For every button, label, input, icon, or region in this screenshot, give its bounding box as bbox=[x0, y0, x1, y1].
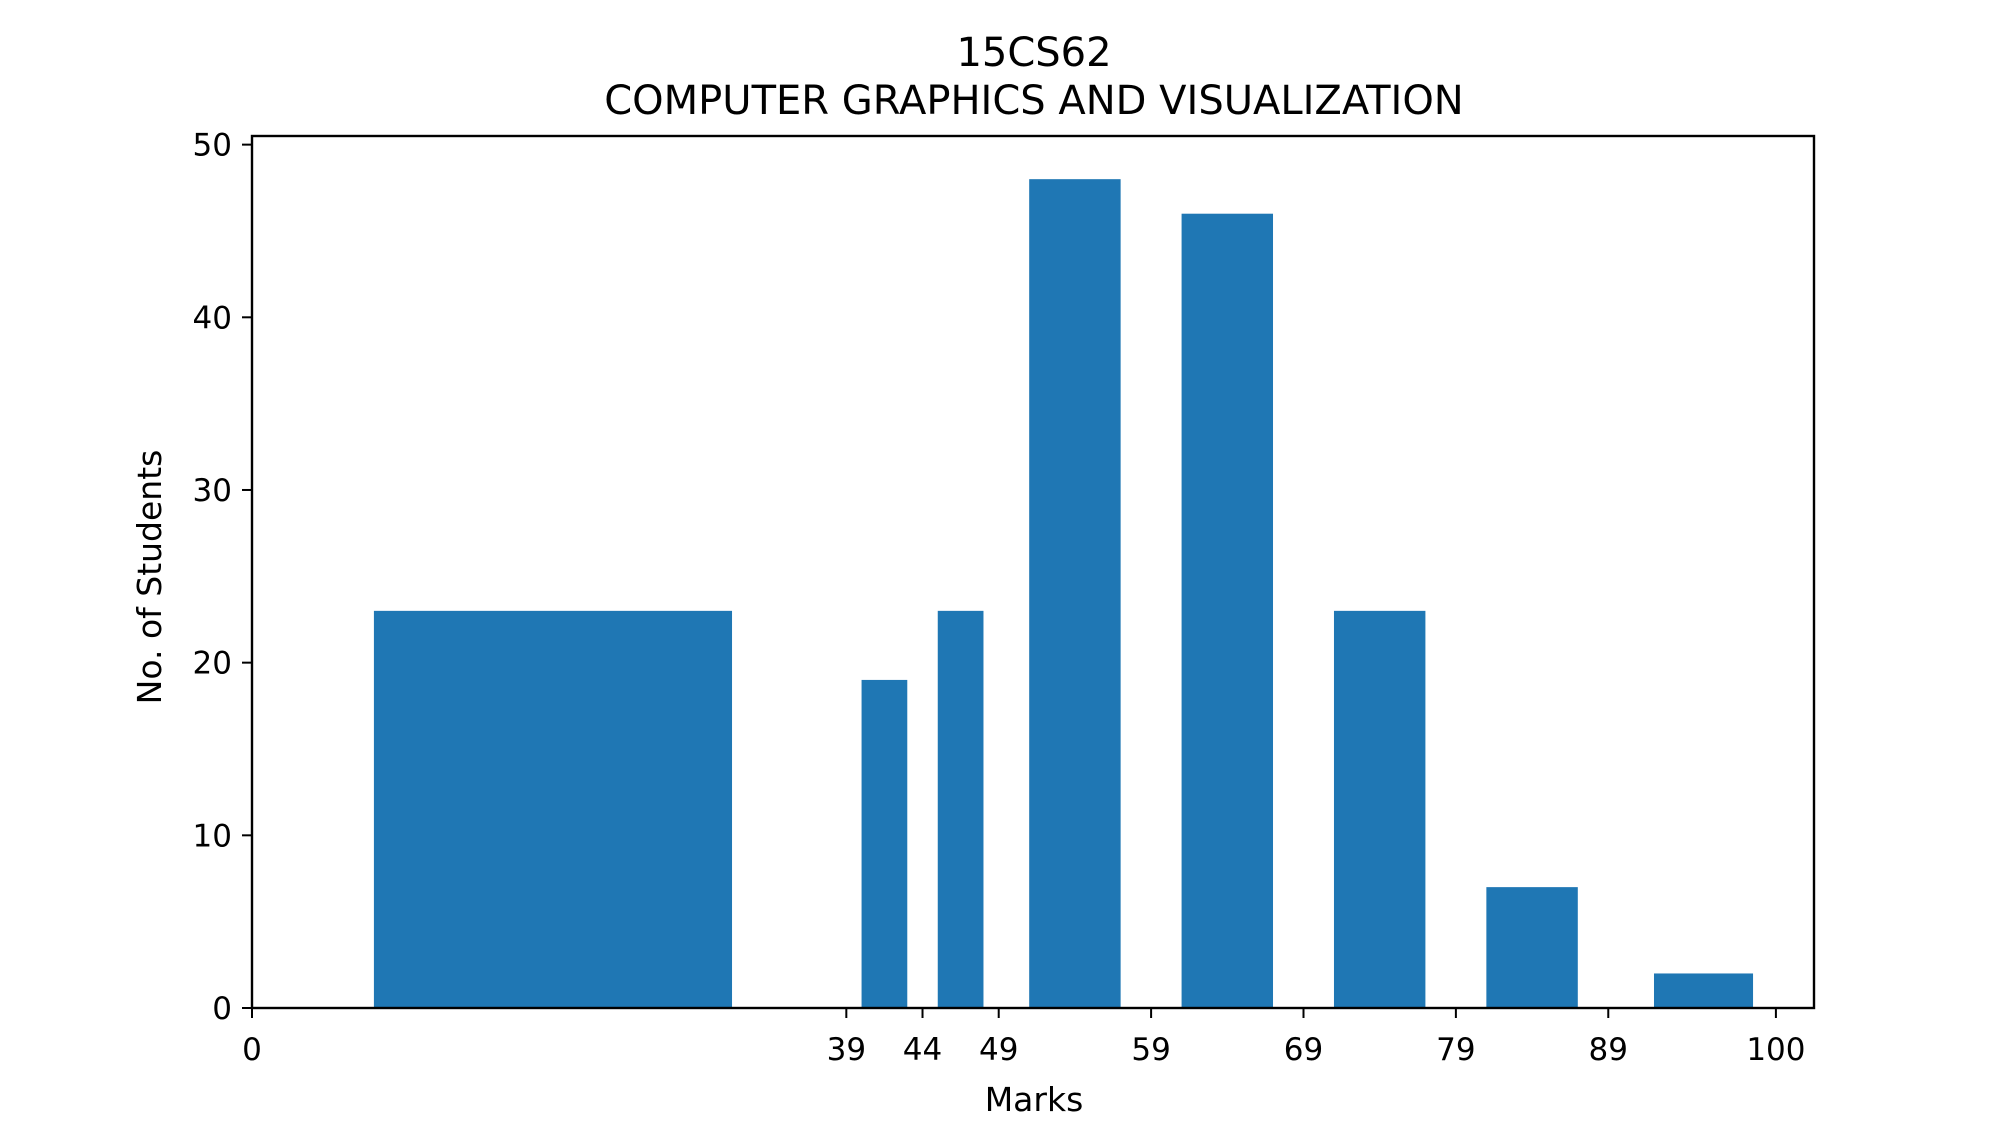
x-tick-label-3: 49 bbox=[979, 1032, 1018, 1068]
bar-4 bbox=[1181, 213, 1274, 1008]
bar-2 bbox=[937, 610, 984, 1008]
bar-0 bbox=[373, 610, 733, 1008]
x-tick-label-1: 39 bbox=[827, 1032, 866, 1068]
x-tick-label-8: 100 bbox=[1746, 1032, 1805, 1068]
y-tick-label-4: 40 bbox=[193, 300, 232, 336]
y-tick-label-5: 50 bbox=[193, 128, 232, 164]
bar-3 bbox=[1029, 179, 1121, 1008]
chart-title-line1: 15CS62 bbox=[956, 30, 1111, 76]
y-axis-label: No. of Students bbox=[130, 450, 169, 705]
bar-7 bbox=[1653, 973, 1754, 1008]
x-tick-label-2: 44 bbox=[903, 1032, 942, 1068]
x-tick-label-5: 69 bbox=[1284, 1032, 1323, 1068]
y-tick-label-2: 20 bbox=[193, 646, 232, 682]
ticks-layer: 0 39 44 49 59 69 79 89 100 0 10 20 30 40 50 bbox=[193, 128, 1806, 1068]
x-tick-label-6: 79 bbox=[1436, 1032, 1475, 1068]
plot-frame bbox=[250, 134, 1816, 1010]
x-tick-label-7: 89 bbox=[1589, 1032, 1628, 1068]
chart-title-line2: COMPUTER GRAPHICS AND VISUALIZATION bbox=[604, 78, 1463, 124]
y-tick-label-1: 10 bbox=[193, 818, 232, 854]
y-tick-label-3: 30 bbox=[193, 473, 232, 509]
bar-6 bbox=[1486, 887, 1578, 1008]
x-tick-label-0: 0 bbox=[242, 1032, 262, 1068]
x-axis-label: Marks bbox=[985, 1080, 1084, 1119]
y-tick-label-0: 0 bbox=[212, 991, 232, 1027]
bar-5 bbox=[1333, 610, 1426, 1008]
x-tick-label-4: 59 bbox=[1131, 1032, 1170, 1068]
bars-layer bbox=[373, 179, 1754, 1008]
bar-1 bbox=[861, 679, 908, 1008]
